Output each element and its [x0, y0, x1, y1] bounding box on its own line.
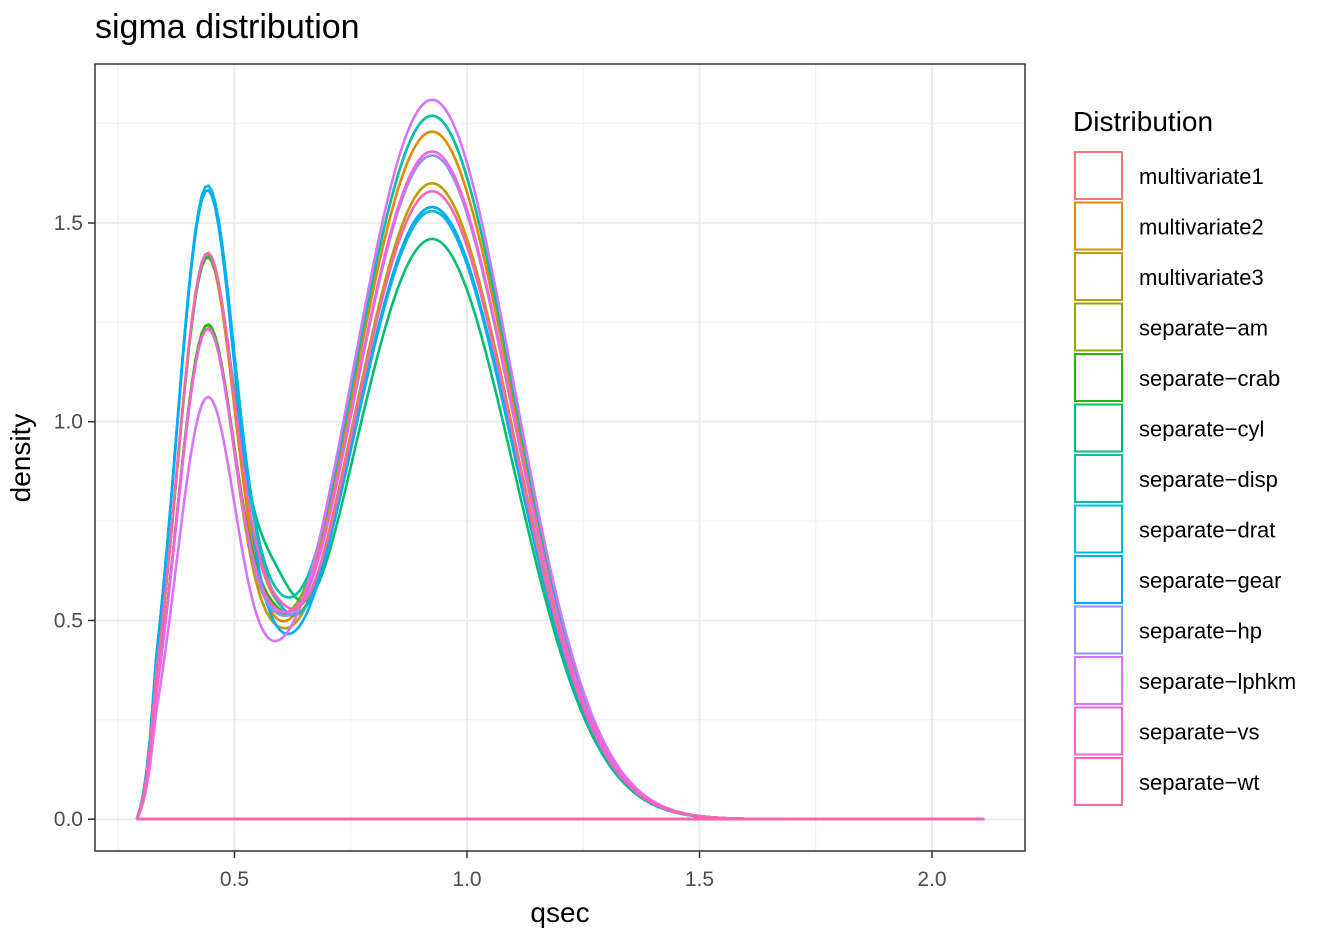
legend: multivariate1 multivariate2 multivariate3 s… [1074, 151, 1296, 806]
legend-item: separate−crab [1074, 353, 1280, 402]
legend-label: separate−vs [1139, 720, 1259, 745]
legend-item: multivariate3 [1074, 252, 1264, 301]
legend-label: separate−cyl [1139, 417, 1264, 442]
legend-key [1074, 302, 1123, 352]
y-tick-label: 1.0 [54, 411, 83, 434]
x-tick-label: 2.0 [917, 868, 946, 891]
legend-label: multivariate3 [1139, 265, 1264, 290]
legend-item: separate−am [1074, 302, 1268, 352]
legend-label: separate−disp [1139, 467, 1278, 492]
y-axis: 0.0 0.5 1.0 1.5 [54, 212, 95, 831]
x-tick-label: 1.5 [685, 868, 714, 891]
legend-label: separate−crab [1139, 366, 1280, 391]
y-tick-label: 0.0 [54, 808, 83, 831]
legend-label: separate−am [1139, 316, 1268, 341]
legend-key [1074, 454, 1123, 503]
x-tick-label: 1.0 [452, 868, 481, 891]
density-curves [135, 98, 985, 821]
legend-label: separate−lphkm [1139, 669, 1296, 694]
legend-label: separate−wt [1139, 770, 1259, 795]
legend-key [1074, 757, 1123, 806]
legend-item: separate−gear [1074, 555, 1282, 604]
legend-item: separate−lphkm [1074, 656, 1296, 705]
minor-gridlines [95, 64, 1025, 851]
legend-key [1074, 504, 1123, 554]
y-tick-label: 0.5 [54, 609, 83, 632]
legend-title: Distribution [1073, 106, 1213, 137]
legend-label: separate−hp [1139, 619, 1262, 644]
legend-key [1074, 151, 1123, 200]
plot-border [94, 63, 1026, 852]
legend-label: separate−gear [1139, 568, 1282, 593]
legend-item: separate−vs [1074, 706, 1259, 756]
density-line-separate−wt [135, 189, 985, 821]
legend-key [1074, 656, 1123, 705]
chart-title: sigma distribution [95, 8, 360, 46]
legend-item: separate−hp [1074, 605, 1262, 655]
legend-label: multivariate1 [1139, 164, 1264, 189]
legend-key [1074, 201, 1123, 251]
x-axis-title: qsec [530, 897, 589, 928]
legend-item: separate−drat [1074, 504, 1275, 554]
legend-label: separate−drat [1139, 518, 1275, 543]
legend-item: separate−disp [1074, 454, 1278, 503]
legend-key [1074, 252, 1123, 301]
legend-key [1074, 706, 1123, 756]
y-tick-label: 1.5 [54, 212, 83, 235]
legend-item: multivariate1 [1074, 151, 1264, 200]
y-axis-title: density [5, 414, 36, 503]
legend-key [1074, 403, 1123, 453]
x-tick-label: 0.5 [220, 868, 249, 891]
legend-key [1074, 353, 1123, 402]
legend-label: multivariate2 [1139, 215, 1264, 240]
x-axis: 0.5 1.0 1.5 2.0 [220, 851, 947, 891]
legend-key [1074, 555, 1123, 604]
legend-key [1074, 605, 1123, 655]
legend-item: separate−cyl [1074, 403, 1264, 453]
legend-item: multivariate2 [1074, 201, 1264, 251]
legend-item: separate−wt [1074, 757, 1259, 806]
